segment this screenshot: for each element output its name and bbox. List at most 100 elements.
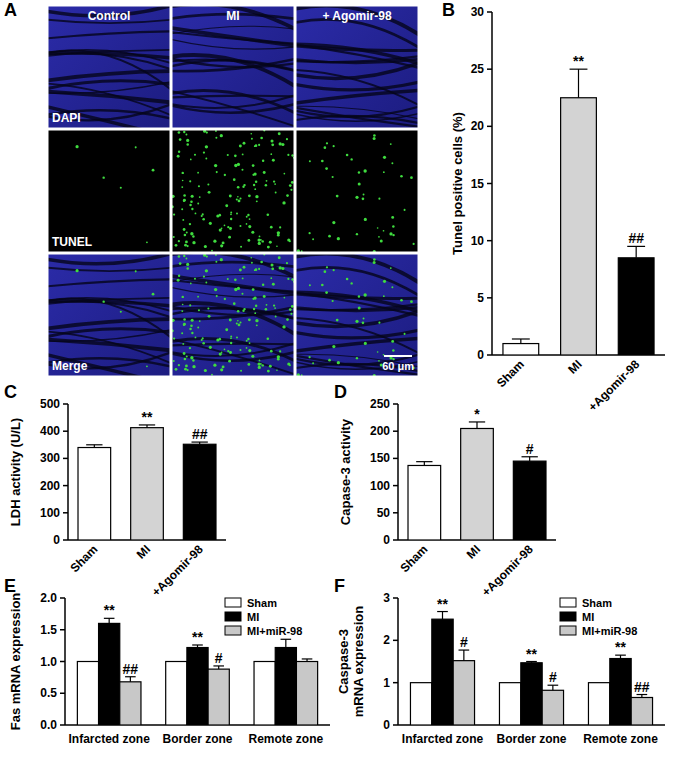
significance-mark: **	[615, 639, 626, 655]
tunel-dot	[250, 257, 252, 259]
tunel-dot	[271, 143, 274, 146]
tunel-dot	[192, 241, 195, 244]
tunel-dot	[255, 181, 258, 184]
y-tick-label: 20	[471, 119, 485, 133]
tunel-dot	[383, 171, 385, 173]
tunel-dot	[332, 345, 335, 348]
bar	[631, 697, 652, 725]
tunel-dot	[251, 138, 253, 140]
tunel-dot	[186, 369, 188, 371]
error-bar	[416, 462, 432, 466]
panel-label: C	[4, 382, 17, 402]
tunel-dot	[378, 322, 380, 324]
tunel-dot	[281, 267, 284, 270]
tunel-dot	[252, 164, 255, 167]
y-axis-label: Fas mRNA expression	[8, 593, 23, 731]
tunel-dot	[248, 349, 251, 352]
error-bar-stem	[476, 422, 477, 429]
tunel-dot	[181, 186, 183, 188]
error-bar	[570, 69, 588, 98]
legend-label: MI	[582, 611, 594, 623]
tunel-dot	[254, 145, 256, 147]
tunel-dot	[286, 194, 289, 197]
tunel-dot	[267, 213, 270, 216]
tunel-dot	[308, 232, 310, 234]
bar	[275, 648, 296, 725]
tunel-dot	[198, 185, 200, 187]
tunel-dot	[242, 310, 244, 312]
tunel-dot	[203, 151, 205, 153]
tunel-dot	[190, 201, 193, 204]
tunel-dot	[261, 364, 263, 366]
tunel-dot	[274, 183, 276, 185]
x-tick-label: MI	[464, 542, 483, 561]
significance-mark: #	[526, 441, 534, 457]
y-tick-label: 50	[377, 506, 391, 520]
significance-mark: ##	[634, 679, 650, 695]
tunel-dot	[274, 307, 276, 309]
tunel-dot	[260, 261, 263, 264]
tunel-dot	[229, 319, 232, 322]
tunel-dot	[175, 244, 178, 247]
tunel-dot	[242, 186, 244, 188]
tunel-dot	[291, 181, 294, 184]
tunel-dot	[228, 360, 231, 363]
tunel-dot	[255, 319, 258, 322]
fiber	[48, 91, 170, 103]
micrograph-image	[38, 3, 180, 139]
fiber	[172, 55, 294, 92]
tunel-dot	[230, 218, 232, 220]
tunel-dot	[269, 365, 272, 368]
significance-mark: **	[526, 646, 537, 662]
x-tick-label: Infarcted zone	[402, 732, 484, 746]
tunel-dot	[183, 324, 185, 326]
tunel-dot	[205, 282, 207, 284]
bar	[513, 461, 546, 540]
tunel-dot	[358, 183, 361, 186]
micrograph-content	[172, 130, 294, 252]
micrograph-content	[48, 254, 170, 376]
tunel-dot	[178, 240, 180, 242]
tunel-dot	[227, 226, 229, 228]
significance-mark: *	[474, 406, 480, 422]
fiber	[296, 292, 418, 318]
figure: ABCDEFControlMI+ Agomir-98DAPITUNELMerge…	[0, 0, 675, 768]
tunel-dot	[186, 245, 188, 247]
error-bar	[213, 666, 224, 669]
error-bar-stem	[636, 246, 637, 257]
tunel-dot	[270, 226, 273, 229]
tunel-dot	[263, 295, 266, 298]
tunel-dot	[290, 313, 292, 315]
tunel-dot	[234, 279, 237, 282]
y-tick-label: 2.0	[40, 591, 57, 605]
error-bar	[302, 659, 313, 662]
tunel-dot	[146, 241, 148, 243]
error-bar-stem	[529, 457, 530, 461]
tunel-dot	[286, 262, 288, 264]
tunel-dot	[362, 198, 365, 201]
micrograph-image	[48, 130, 170, 252]
tunel-dot	[266, 304, 268, 306]
tunel-dot	[135, 146, 137, 148]
tunel-dot	[400, 299, 403, 302]
tunel-dot	[238, 324, 241, 327]
tunel-dot	[271, 264, 274, 267]
y-tick-label: 5	[477, 291, 484, 305]
tunel-dot	[120, 311, 122, 313]
x-tick-label: Border zone	[162, 732, 232, 746]
tunel-dot	[177, 279, 180, 282]
tunel-dot	[358, 307, 361, 310]
micrograph-image	[286, 254, 428, 378]
tunel-dot	[185, 365, 188, 368]
tunel-dot	[253, 172, 256, 175]
tunel-dot	[258, 144, 260, 146]
tunel-dot	[230, 212, 232, 214]
tunel-dot	[225, 204, 228, 207]
tunel-dot	[213, 240, 216, 243]
tunel-dot	[205, 269, 208, 272]
y-tick-label: 25	[471, 62, 485, 76]
bar	[453, 661, 474, 725]
tunel-dot	[181, 310, 183, 312]
tunel-dot	[251, 355, 254, 358]
legend: ShamMIMI+miR-98	[560, 597, 637, 637]
